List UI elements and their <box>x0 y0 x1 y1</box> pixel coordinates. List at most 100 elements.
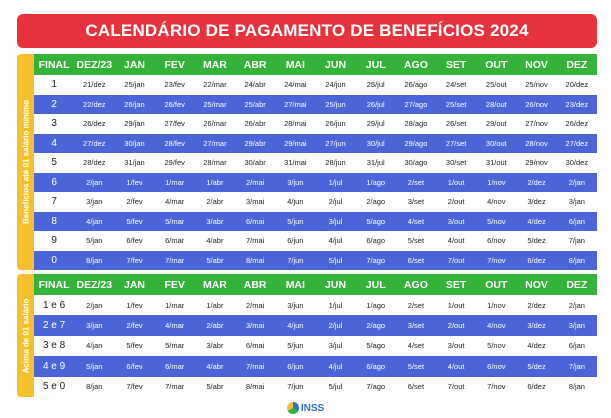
table-row: 0 8/jan 7/fev 7/mar 5/abr 8/mai 7/jun 5/jul 7/ag… <box>34 250 597 270</box>
table-row: 3 e 8 4/jan 5/fev 5/mar 3/abr 6/mai 5/jun 3/jul… <box>34 335 597 357</box>
column-header-jan: JAN <box>114 274 155 295</box>
payment-date-cell: 24/set <box>436 75 477 95</box>
payment-date-cell: 6/fev <box>114 356 155 377</box>
payment-date-cell: 6/jun <box>275 356 316 377</box>
payment-date-cell: 4/jul <box>315 231 356 251</box>
column-header-dez-23: DEZ/23 <box>74 274 115 295</box>
column-header-mai: MAI <box>275 54 316 75</box>
payment-date-cell: 26/jun <box>315 114 356 134</box>
final-digit-cell: 6 <box>34 172 75 192</box>
section2-side-label: Acima de 01 salário <box>17 274 34 397</box>
payment-date-cell: 28/fev <box>154 133 195 153</box>
payment-date-cell: 27/dez <box>556 133 597 153</box>
payment-date-cell: 7/mar <box>154 250 195 270</box>
payment-date-cell: 29/nov <box>516 153 557 173</box>
column-header-final: FINAL <box>34 54 75 75</box>
column-header-set: SET <box>436 54 477 75</box>
payment-date-cell: 5/jan <box>74 231 115 251</box>
column-header-jun: JUN <box>315 54 356 75</box>
column-header-ago: AGO <box>395 54 437 75</box>
payment-date-cell: 4/abr <box>194 231 236 251</box>
payment-date-cell: 6/ago <box>355 356 396 377</box>
payment-date-cell: 4/jan <box>74 211 115 231</box>
payment-date-cell: 27/ago <box>395 94 437 114</box>
payment-date-cell: 4/jan <box>74 335 115 357</box>
payment-date-cell: 29/out <box>476 114 517 134</box>
payment-date-cell: 3/out <box>436 211 477 231</box>
payment-date-cell: 6/dez <box>516 250 557 270</box>
payment-date-cell: 26/dez <box>74 114 115 134</box>
payment-date-cell: 8/jan <box>556 250 597 270</box>
payment-date-cell: 4/nov <box>476 315 517 336</box>
payment-date-cell: 31/jan <box>114 153 155 173</box>
payment-date-cell: 5/ago <box>355 335 396 357</box>
payment-date-cell: 5/ago <box>355 211 396 231</box>
payment-date-cell: 6/set <box>395 250 437 270</box>
payment-date-cell: 30/dez <box>556 153 597 173</box>
column-header-final: FINAL <box>34 274 75 295</box>
payment-date-cell: 5/fev <box>114 335 155 357</box>
section1-side-label: Benefícios até 01 salário mínimo <box>17 54 34 270</box>
payment-date-cell: 1/ago <box>355 295 396 316</box>
section2-table-body: 1 e 6 2/jan 1/fev 1/mar 1/abr 2/mai 3/jun 1/jul… <box>34 295 597 397</box>
payment-date-cell: 29/fev <box>154 153 195 173</box>
payment-date-cell: 3/mai <box>235 315 276 336</box>
payment-date-cell: 3/set <box>395 192 437 212</box>
payment-date-cell: 7/fev <box>114 250 155 270</box>
column-header-nov: NOV <box>516 274 557 295</box>
table-row: 4 27/dez 30/jan 28/fev 27/mar 29/abr 29/mai 27/… <box>34 133 597 153</box>
payment-date-cell: 1/out <box>436 172 477 192</box>
table-row: 9 5/jan 6/fev 6/mar 4/abr 7/mai 6/jun 4/jul 6/ag… <box>34 231 597 251</box>
payment-date-cell: 2/mai <box>235 172 276 192</box>
payment-date-cell: 8/jan <box>74 376 115 397</box>
payment-date-cell: 25/jul <box>355 75 396 95</box>
payment-date-cell: 3/mai <box>235 192 276 212</box>
payment-date-cell: 25/abr <box>235 94 276 114</box>
payment-date-cell: 22/mar <box>194 75 236 95</box>
column-header-mai: MAI <box>275 274 316 295</box>
table-row: 7 3/jan 2/fev 4/mar 2/abr 3/mai 4/jun 2/jul 2/ag… <box>34 192 597 212</box>
payment-date-cell: 2/fev <box>114 315 155 336</box>
payment-date-cell: 2/set <box>395 172 437 192</box>
final-digit-cell: 0 <box>34 250 75 270</box>
section-up-to-minimum-wage: Benefícios até 01 salário mínimo FINAL DE… <box>17 54 597 270</box>
payment-date-cell: 3/jan <box>556 192 597 212</box>
payment-date-cell: 27/nov <box>516 114 557 134</box>
table-row: 5 28/dez 31/jan 29/fev 28/mar 30/abr 31/mai 28/… <box>34 153 597 173</box>
payment-date-cell: 29/mai <box>275 133 316 153</box>
final-digit-cell: 9 <box>34 231 75 251</box>
column-header-out: OUT <box>476 54 517 75</box>
column-header-mar: MAR <box>194 54 236 75</box>
payment-date-cell: 28/mai <box>275 114 316 134</box>
payment-date-cell: 7/out <box>436 250 477 270</box>
payment-date-cell: 1/fev <box>114 295 155 316</box>
payment-date-cell: 27/set <box>436 133 477 153</box>
payment-date-cell: 4/abr <box>194 356 236 377</box>
payment-date-cell: 5/jun <box>275 211 316 231</box>
payment-date-cell: 29/abr <box>235 133 276 153</box>
payment-date-cell: 30/out <box>476 133 517 153</box>
payment-date-cell: 3/set <box>395 315 437 336</box>
payment-date-cell: 5/set <box>395 231 437 251</box>
section2-header-row: FINAL DEZ/23 JAN FEV MAR ABR MAI JUN JUL AGO SET OU… <box>34 274 597 295</box>
inss-logo-icon <box>286 402 299 414</box>
payment-date-cell: 2/ago <box>355 315 396 336</box>
payment-date-cell: 1/jul <box>315 172 356 192</box>
payment-date-cell: 7/mai <box>235 356 276 377</box>
payment-date-cell: 6/jun <box>275 231 316 251</box>
payment-date-cell: 31/jul <box>355 153 396 173</box>
payment-date-cell: 2/mai <box>235 295 276 316</box>
final-digit-cell: 4 <box>34 133 75 153</box>
payment-date-cell: 3/dez <box>516 315 557 336</box>
payment-date-cell: 28/out <box>476 94 517 114</box>
payment-date-cell: 4/jul <box>315 356 356 377</box>
payment-date-cell: 27/fev <box>154 114 195 134</box>
payment-date-cell: 4/dez <box>516 211 557 231</box>
payment-date-cell: 5/jan <box>74 356 115 377</box>
payment-date-cell: 5/set <box>395 356 437 377</box>
payment-date-cell: 1/out <box>436 295 477 316</box>
final-digit-cell: 2 <box>34 94 75 114</box>
payment-date-cell: 7/mai <box>235 231 276 251</box>
payment-date-cell: 5/nov <box>476 335 517 357</box>
final-digit-cell: 8 <box>34 211 75 231</box>
